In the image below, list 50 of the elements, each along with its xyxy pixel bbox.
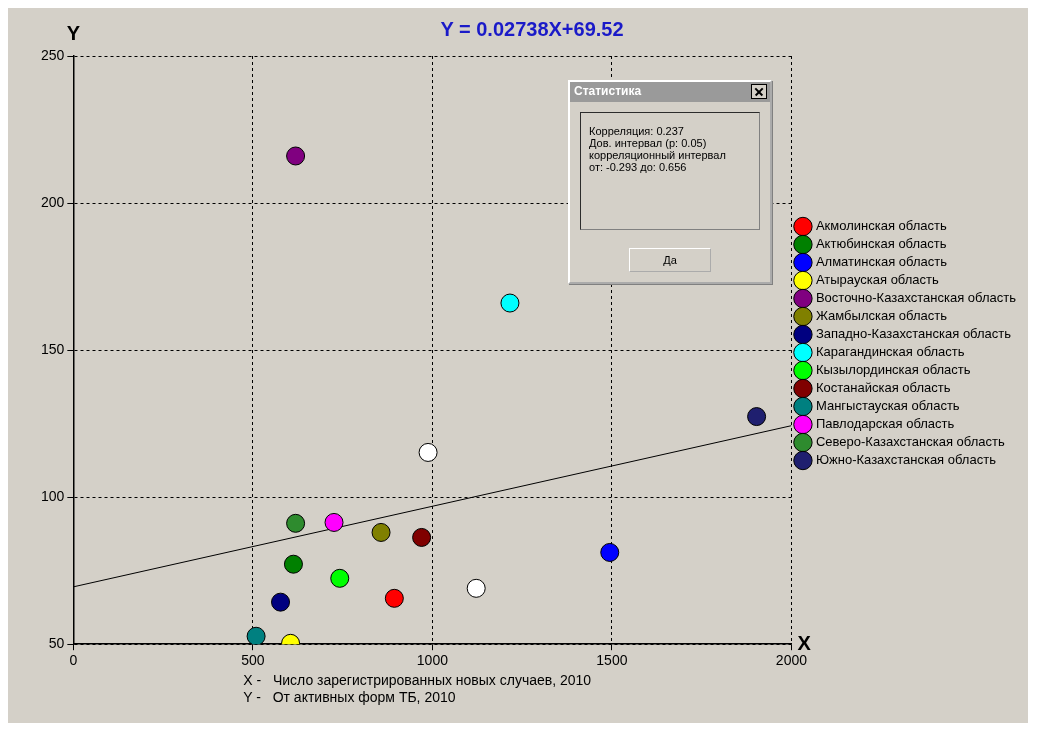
point [271, 592, 291, 612]
y-tick-label: 100 [41, 488, 65, 505]
point [283, 554, 303, 574]
point [412, 527, 432, 547]
annotation: Корреляция: 0.237 [589, 125, 685, 137]
point [747, 407, 767, 427]
legend-label: Акмолинская область [815, 218, 947, 234]
legend-label: Южно-Казахстанская область [815, 452, 997, 468]
point [286, 146, 306, 166]
y-tick-label: 200 [41, 193, 65, 210]
point [466, 578, 486, 598]
x-tick-label: 0 [69, 652, 78, 669]
ok-button: Да [629, 248, 711, 272]
x-tick-label: 500 [241, 652, 265, 669]
point [371, 522, 391, 542]
x-tick-label: 1500 [596, 652, 628, 669]
y-tick-label: 50 [48, 635, 65, 652]
legend-label: Павлодарская область [815, 416, 955, 432]
x-axis-title: X [797, 631, 812, 654]
text: X - Число зарегистрированных новых случаев, 2010 [243, 672, 592, 689]
annotation: корреляционный интервал [589, 149, 727, 161]
point [418, 442, 438, 462]
annotation: Дов. интервал (p: 0.05) [589, 137, 708, 149]
legend-label: Жамбылская область [815, 308, 948, 324]
annotation: от: -0.293 до: 0.656 [589, 161, 688, 173]
legend-label: Западно-Казахстанская область [815, 326, 1012, 342]
x-tick-label: 2000 [775, 652, 808, 669]
legend-label: Алматинская область [815, 254, 948, 270]
x-tick-label: 1000 [416, 652, 449, 669]
legend-label: Атырауская область [815, 272, 939, 288]
point [384, 588, 404, 608]
point [286, 513, 306, 533]
legend-label: Карагандинская область [815, 344, 965, 360]
legend-label: Восточно-Казахстанская область [815, 290, 1017, 306]
annotation: Статистика [570, 82, 770, 102]
legend-label: Актюбинская область [815, 236, 947, 252]
legend-label: Мангыстауская область [815, 398, 960, 414]
chart-title: Y = 0.02738X+69.52 [440, 17, 624, 40]
point [600, 542, 620, 562]
point [324, 512, 344, 532]
text: Y - От активных форм ТБ, 2010 [243, 689, 456, 706]
point [246, 626, 266, 645]
y-axis-title: Y [66, 21, 81, 44]
point [500, 293, 520, 313]
y-tick-label: 150 [41, 340, 65, 357]
legend-label: Северо-Казахстанская область [815, 434, 1005, 450]
point [330, 568, 350, 588]
legend-label: Костанайская область [815, 380, 951, 396]
legend-label: Кызылординская область [815, 362, 971, 378]
y-tick-label: 250 [41, 46, 65, 63]
